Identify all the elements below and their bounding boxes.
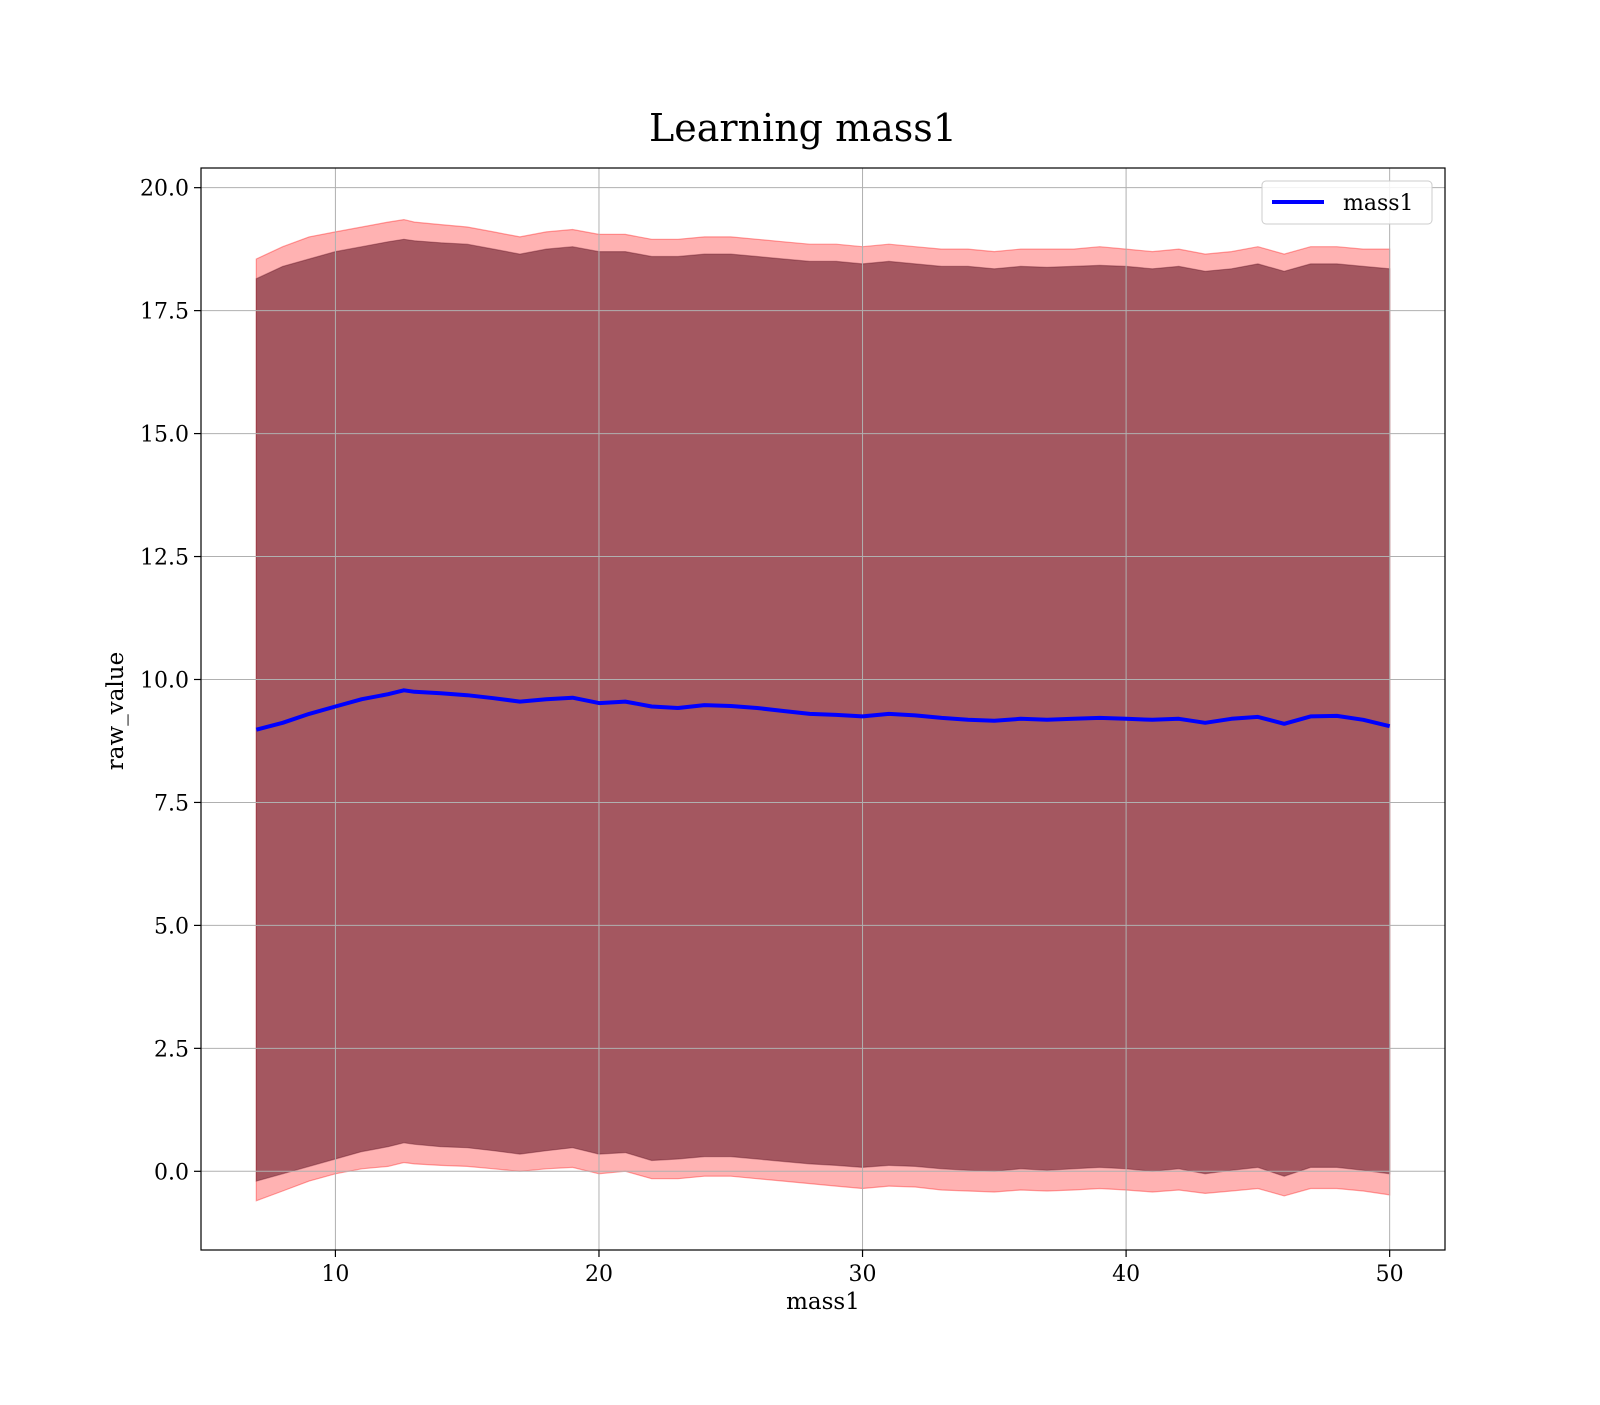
y-tick-label: 5.0 xyxy=(154,914,189,939)
y-tick-label: 10.0 xyxy=(140,668,189,693)
chart-title: Learning mass1 xyxy=(649,106,957,150)
legend-box xyxy=(1261,180,1433,225)
y-tick-label: 17.5 xyxy=(140,300,189,325)
plot-frame xyxy=(200,167,1446,1251)
y-tick-label: 12.5 xyxy=(140,546,189,571)
y-tick-label: 15.0 xyxy=(140,423,189,448)
y-axis-label: raw_value xyxy=(103,652,129,770)
y-tick-label: 7.5 xyxy=(154,791,189,816)
y-tick-label: 0.0 xyxy=(154,1160,189,1185)
legend-label-mass1: mass1 xyxy=(1343,191,1414,216)
x-tick-label: 30 xyxy=(849,1262,877,1287)
x-tick-label: 40 xyxy=(1112,1262,1140,1287)
series-line-mass1 xyxy=(255,688,1391,732)
y-tick-label: 20.0 xyxy=(140,177,189,202)
confidence-band-2 xyxy=(255,238,1391,1182)
x-tick-label: 20 xyxy=(585,1262,613,1287)
x-tick-label: 50 xyxy=(1376,1262,1404,1287)
plot-area: 10 20 30 40 50 0.0 2.5 5.0 7.5 10.0 12.5 15.0 17.5 20… xyxy=(140,167,1446,1287)
x-tick-label: 10 xyxy=(321,1262,349,1287)
x-axis-label: mass1 xyxy=(786,1289,860,1315)
legend: mass1 xyxy=(1261,180,1433,225)
y-tick-label: 2.5 xyxy=(154,1037,189,1062)
